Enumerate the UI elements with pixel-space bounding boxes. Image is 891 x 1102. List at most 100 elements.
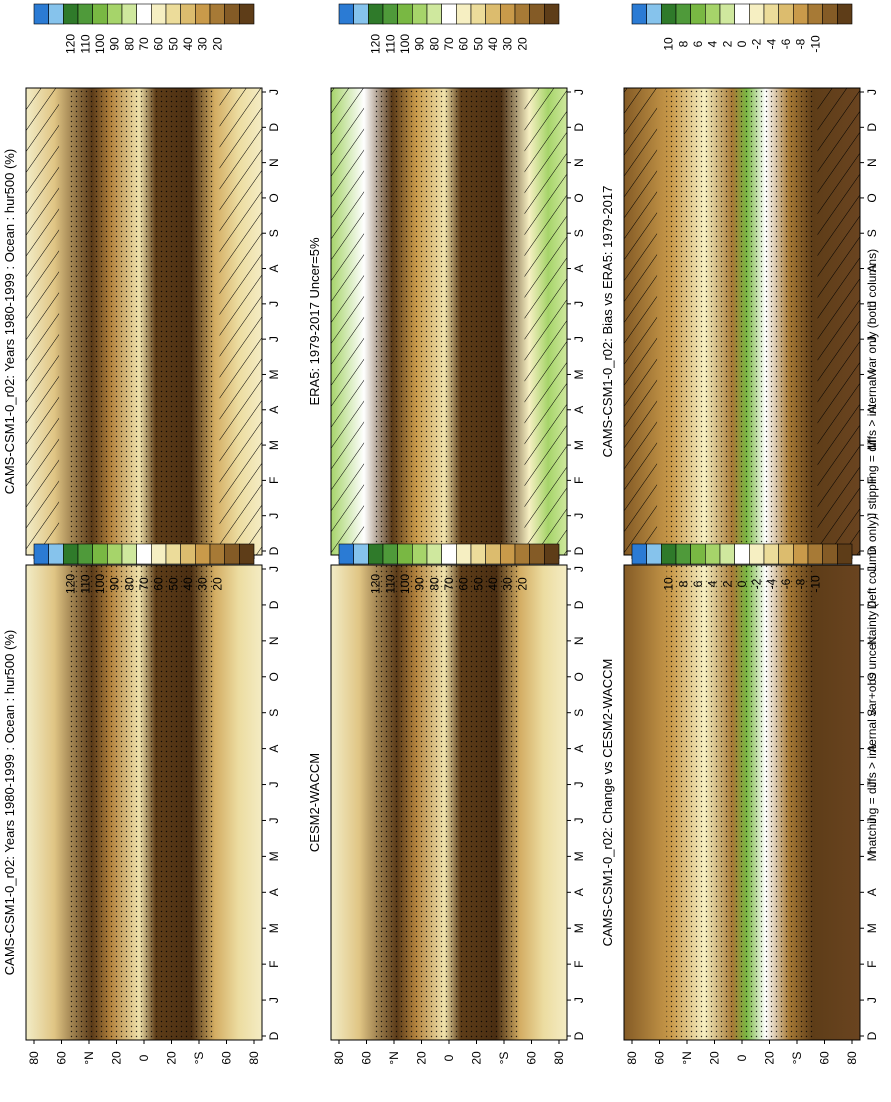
colorbar-label: -6 (779, 38, 793, 49)
colorbar-box (224, 543, 240, 565)
colorbar-label: 50 (166, 37, 180, 51)
colorbar-label: -2 (750, 578, 764, 589)
colorbar-label: -8 (794, 38, 808, 49)
colorbar-box (382, 3, 398, 25)
month-tick-label: S (572, 709, 586, 717)
month-tick-label: D (865, 123, 879, 132)
month-tick-label: D (267, 600, 281, 609)
month-tick-label: O (267, 193, 281, 202)
colorbar-box (793, 3, 809, 25)
colorbar-label: 70 (137, 37, 151, 51)
lat-tick-label: 20 (415, 1051, 429, 1065)
colorbar-label: 120 (369, 34, 383, 54)
colorbar-box (690, 3, 706, 25)
colorbar-label: 6 (691, 580, 705, 587)
panel-title: CAMS-CSM1-0_r02: Years 1980-1999 : Ocean… (2, 630, 17, 975)
colorbar-box (485, 543, 501, 565)
month-tick-label: D (865, 600, 879, 609)
colorbar-box (500, 543, 516, 565)
colorbar-box (500, 3, 516, 25)
lat-tick-label: 80 (625, 1051, 639, 1065)
colorbar-box (470, 3, 486, 25)
colorbar-box (338, 543, 354, 565)
month-tick-label: A (865, 745, 879, 753)
month-tick-label: J (572, 89, 586, 95)
month-tick-label: M (865, 851, 879, 861)
colorbar-box (763, 543, 779, 565)
month-tick-label: J (267, 817, 281, 823)
month-tick-label: O (572, 672, 586, 681)
month-tick-label: M (865, 923, 879, 933)
month-tick-label: N (267, 158, 281, 167)
colorbar-box (544, 543, 560, 565)
colorbar-box (239, 543, 255, 565)
month-tick-label: J (865, 513, 879, 519)
colorbar-box (382, 543, 398, 565)
colorbar-box (63, 543, 79, 565)
month-tick-label: J (572, 566, 586, 572)
colorbar-box (807, 3, 823, 25)
colorbar-box (426, 3, 442, 25)
month-tick-label: J (865, 336, 879, 342)
colorbar-label: 100 (93, 34, 107, 54)
colorbar-label: -10 (808, 575, 822, 593)
colorbar-box (136, 3, 152, 25)
colorbar-box (456, 3, 472, 25)
colorbar-label: -4 (764, 578, 778, 589)
colorbar-box (734, 3, 750, 25)
stippling (373, 88, 520, 555)
colorbar-box (705, 543, 721, 565)
colorbar-label: 70 (442, 37, 456, 51)
colorbar-box (209, 3, 225, 25)
lat-tick-label: 20 (763, 1051, 777, 1065)
panel-title: ERA5: 1979-2017 Uncer=5% (307, 237, 322, 405)
month-tick-label: A (865, 888, 879, 896)
colorbar-box (485, 3, 501, 25)
colorbar-label: 70 (442, 577, 456, 591)
colorbar-label: 8 (676, 40, 690, 47)
month-tick-label: M (267, 440, 281, 450)
colorbar-box (646, 3, 662, 25)
month-tick-label: A (572, 745, 586, 753)
colorbar-label: 90 (108, 577, 122, 591)
month-tick-label: N (865, 637, 879, 646)
colorbar-box (705, 3, 721, 25)
month-tick-label: J (267, 89, 281, 95)
colorbar-box (412, 543, 428, 565)
colorbar-label: 20 (515, 37, 529, 51)
month-tick-label: D (865, 1031, 879, 1040)
colorbar-label: 8 (676, 580, 690, 587)
colorbar-label: 60 (457, 577, 471, 591)
panel-2: CAMS-CSM1-0_r02: Years 1980-1999 : Ocean… (2, 543, 281, 1065)
colorbar-label: 20 (210, 577, 224, 591)
hatching-south (817, 88, 860, 555)
colorbar-box (675, 3, 691, 25)
month-tick-label: D (267, 546, 281, 555)
month-tick-label: M (267, 369, 281, 379)
colorbar: 120 110 100 90 80 70 60 50 40 30 20 (338, 543, 560, 594)
colorbar: 10 8 6 4 2 0 -2 -4 -6 -8 -10 (631, 543, 853, 593)
month-tick-label: J (572, 997, 586, 1003)
month-tick-label: N (572, 637, 586, 646)
colorbar-box (456, 543, 472, 565)
month-tick-label: M (572, 440, 586, 450)
month-tick-label: A (267, 745, 281, 753)
colorbar-box (136, 543, 152, 565)
month-tick-label: F (572, 477, 586, 484)
lat-tick-label: 60 (653, 1051, 667, 1065)
colorbar-box (441, 543, 457, 565)
month-tick-label: J (572, 513, 586, 519)
colorbar-box (675, 543, 691, 565)
colorbar-box (239, 3, 255, 25)
lat-tick-label: 60 (818, 1051, 832, 1065)
colorbar-box (441, 3, 457, 25)
colorbar-box (749, 3, 765, 25)
colorbar-label: -8 (794, 578, 808, 589)
colorbar-label: 60 (152, 37, 166, 51)
colorbar-box (778, 3, 794, 25)
colorbar-label: 30 (196, 37, 210, 51)
figure-footnote: hatching = diffs > internal var+obs unce… (865, 249, 879, 853)
colorbar-box (631, 543, 647, 565)
colorbar-label: 0 (735, 580, 749, 587)
month-tick-label: O (865, 193, 879, 202)
